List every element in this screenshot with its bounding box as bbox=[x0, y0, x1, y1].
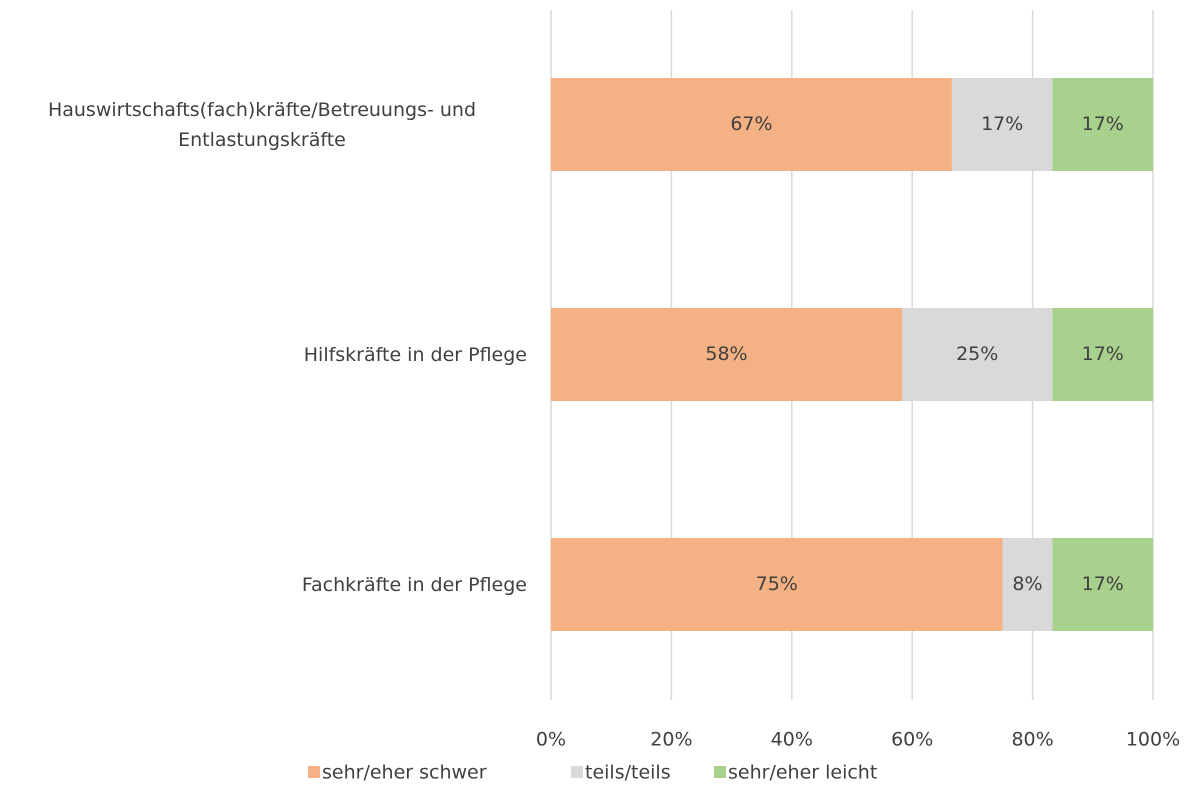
legend-label: sehr/eher schwer bbox=[322, 762, 487, 784]
legend-swatch bbox=[308, 766, 320, 778]
data-label: 17% bbox=[1082, 343, 1124, 365]
data-label: 8% bbox=[1012, 573, 1042, 595]
data-label: 75% bbox=[756, 573, 798, 595]
y-tick-label: Hauswirtschafts(fach)kräfte/Betreuungs- … bbox=[47, 98, 477, 151]
x-tick-label: 80% bbox=[1011, 729, 1053, 751]
category-label-box: Fachkräfte in der Pflege bbox=[0, 538, 527, 631]
y-tick-label: Hilfskräfte in der Pflege bbox=[303, 343, 527, 366]
data-label: 17% bbox=[1082, 573, 1124, 595]
y-tick-label: Fachkräfte in der Pflege bbox=[301, 573, 527, 596]
x-tick-label: 60% bbox=[891, 729, 933, 751]
bar-segment bbox=[1052, 78, 1153, 171]
data-label: 67% bbox=[730, 113, 772, 135]
bar-segment bbox=[551, 538, 1003, 631]
x-tick-label: 20% bbox=[650, 729, 692, 751]
data-label: 17% bbox=[981, 113, 1023, 135]
x-tick-label: 40% bbox=[771, 729, 813, 751]
legend-label: teils/teils bbox=[585, 762, 671, 784]
x-tick-label: 100% bbox=[1126, 729, 1180, 751]
data-label: 25% bbox=[956, 343, 998, 365]
bar-segment bbox=[551, 78, 952, 171]
bar-segment bbox=[951, 78, 1053, 171]
bar-segment bbox=[1052, 308, 1153, 401]
x-tick-label: 0% bbox=[536, 729, 566, 751]
category-label-box: Hilfskräfte in der Pflege bbox=[0, 308, 527, 401]
bar-segment bbox=[901, 308, 1053, 401]
data-label: 58% bbox=[705, 343, 747, 365]
category-label-box: Hauswirtschafts(fach)kräfte/Betreuungs- … bbox=[0, 78, 527, 171]
legend-swatch bbox=[571, 766, 583, 778]
legend-swatch bbox=[714, 766, 726, 778]
bar-segment bbox=[1052, 538, 1153, 631]
legend-label: sehr/eher leicht bbox=[728, 762, 877, 784]
bar-segment bbox=[551, 308, 902, 401]
data-label: 17% bbox=[1082, 113, 1124, 135]
bar-segment bbox=[1002, 538, 1053, 631]
